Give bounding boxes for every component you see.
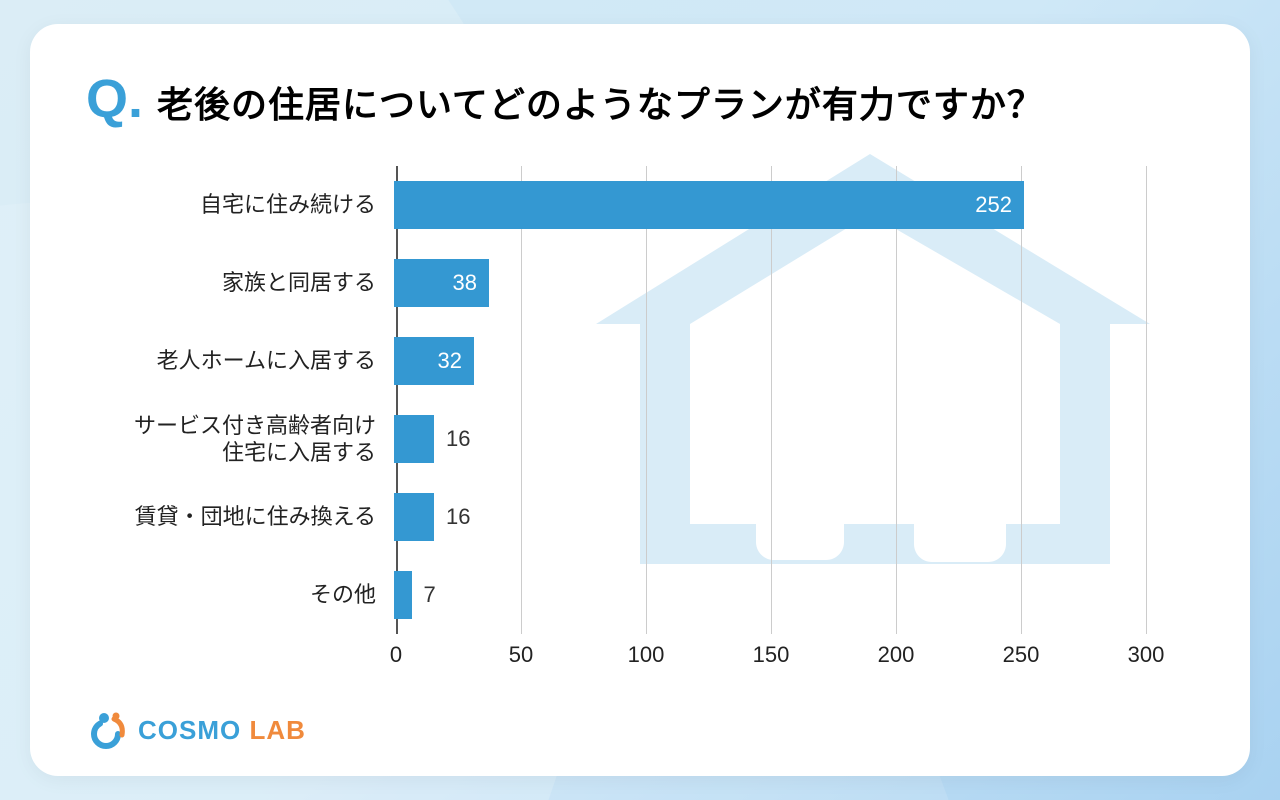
bar-value: 16 [434,426,482,452]
bar-chart: 自宅に住み続ける 252 家族と同居する 38 老人ホームに入居する 32 サービス付き高齢… [86,166,1194,674]
x-tick-label: 150 [753,642,790,668]
x-tick-label: 250 [1003,642,1040,668]
bar: 252 [394,181,1024,229]
bar-value: 7 [412,582,448,608]
brand-logo: COSMO LAB [86,710,306,750]
category-label: 自宅に住み続ける [86,191,394,219]
question-title-row: Q. 老後の住居についてどのようなプランが有力ですか？ [86,68,1194,130]
chart-row: 家族と同居する 38 [86,244,1194,322]
chart-row: その他7 [86,556,1194,634]
bar: 32 [394,337,474,385]
bar: 16 [394,493,434,541]
chart-row: 賃貸・団地に住み換える16 [86,478,1194,556]
question-text: 老後の住居についてどのようなプランが有力ですか？ [157,76,1044,128]
x-tick-label: 100 [628,642,665,668]
bar-value: 38 [441,270,489,296]
x-tick-label: 50 [509,642,533,668]
chart-row: サービス付き高齢者向け 住宅に入居する16 [86,400,1194,478]
brand-name: COSMO LAB [138,715,306,746]
bar: 38 [394,259,489,307]
chart-row: 自宅に住み続ける 252 [86,166,1194,244]
x-tick-label: 300 [1128,642,1165,668]
category-label: 賃貸・団地に住み換える [86,503,394,531]
category-label: 老人ホームに入居する [86,347,394,375]
bar-value: 32 [426,348,474,374]
category-label: その他 [86,581,394,609]
question-prefix: Q. [86,68,143,130]
bar: 16 [394,415,434,463]
x-tick-label: 0 [390,642,402,668]
category-label: 家族と同居する [86,269,394,297]
bar-value: 252 [963,192,1024,218]
brand-mark-icon [86,710,126,750]
bar-value: 16 [434,504,482,530]
category-label: サービス付き高齢者向け 住宅に入居する [86,412,394,467]
bar: 7 [394,571,412,619]
x-tick-label: 200 [878,642,915,668]
chart-row: 老人ホームに入居する 32 [86,322,1194,400]
content-card: Q. 老後の住居についてどのようなプランが有力ですか？ 自宅に住み続ける 252 家… [30,24,1250,776]
x-axis: 050100150200250300 [396,634,1196,674]
